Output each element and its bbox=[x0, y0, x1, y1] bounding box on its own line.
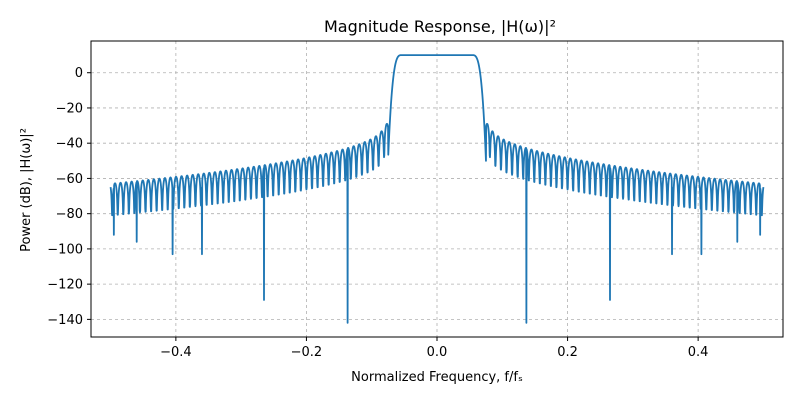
x-axis-ticks: −0.4 −0.2 0.0 0.2 0.4 bbox=[160, 337, 708, 360]
y-tick-label: −20 bbox=[56, 101, 83, 116]
plot-area bbox=[109, 54, 765, 324]
y-tick-label: −100 bbox=[47, 242, 83, 257]
y-tick-label: 0 bbox=[75, 66, 83, 81]
y-tick-label: −60 bbox=[56, 172, 83, 187]
y-tick-label: −120 bbox=[47, 278, 83, 293]
y-axis-ticks: 0 −20 −40 −60 −80 −100 −120 −140 bbox=[47, 66, 91, 328]
y-tick-label: −80 bbox=[56, 207, 83, 222]
chart-title: Magnitude Response, |H(ω)|² bbox=[324, 17, 556, 36]
x-tick-label: 0.4 bbox=[688, 345, 709, 360]
grid-lines bbox=[91, 41, 783, 337]
y-tick-label: −140 bbox=[47, 313, 83, 328]
power-response-line bbox=[109, 54, 765, 324]
x-tick-label: 0.2 bbox=[557, 345, 578, 360]
y-axis-label: Power (dB), |H(ω)|² bbox=[19, 128, 34, 252]
x-tick-label: 0.0 bbox=[427, 345, 448, 360]
x-tick-label: −0.4 bbox=[160, 345, 192, 360]
x-tick-label: −0.2 bbox=[291, 345, 323, 360]
y-tick-label: −40 bbox=[56, 137, 83, 152]
x-axis-label: Normalized Frequency, f/fₛ bbox=[351, 370, 523, 385]
